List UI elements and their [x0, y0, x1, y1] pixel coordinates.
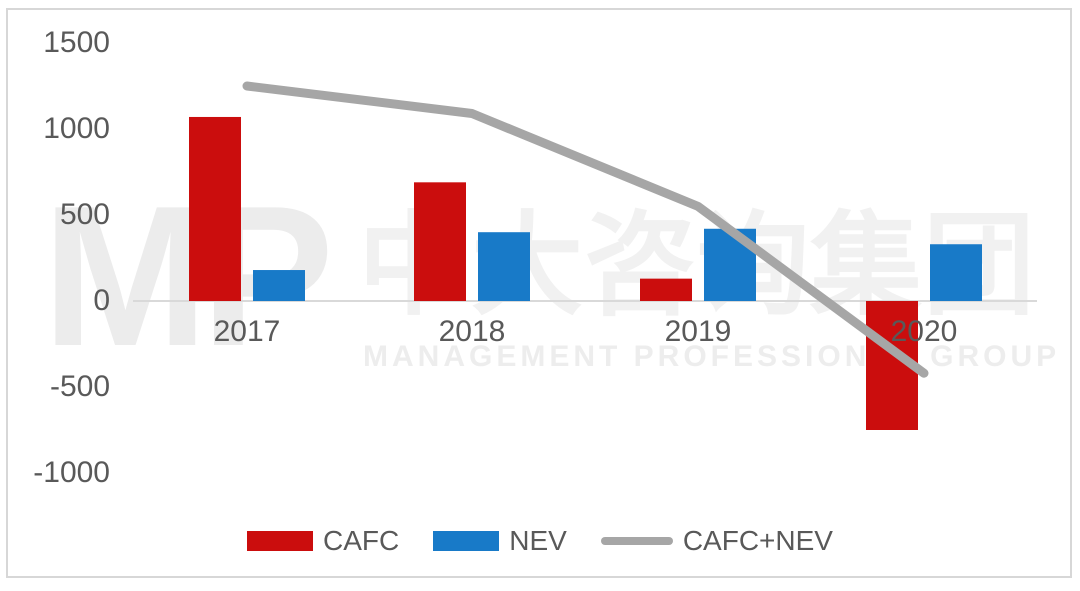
x-axis-label-2017: 2017: [213, 315, 281, 348]
x-axis-label-2018: 2018: [438, 315, 506, 348]
bar-nev-2017: [253, 270, 305, 301]
legend-item-cafc-plus-nev: CAFC+NEV: [600, 525, 833, 557]
legend-label-cafc: CAFC: [323, 525, 400, 556]
legend-item-nev: NEV: [433, 525, 567, 557]
y-tick-label-0: 0: [93, 284, 110, 317]
legend-swatch-cafc-plus-nev: [600, 537, 673, 545]
bar-cafc-2017: [189, 116, 241, 302]
x-axis-label-2020: 2020: [890, 315, 958, 348]
legend-label-nev: NEV: [509, 525, 567, 556]
chart-legend: CAFC NEV CAFC+NEV: [0, 525, 1080, 557]
y-tick-label-1500: 1500: [43, 26, 110, 59]
trend-line-cafc-plus-nev: [242, 81, 929, 378]
legend-swatch-cafc: [247, 531, 314, 551]
legend-label-cafc-plus-nev: CAFC+NEV: [682, 525, 833, 556]
bar-cafc-2019: [640, 278, 692, 301]
legend-item-cafc: CAFC: [247, 525, 399, 557]
bar-nev-2018: [478, 232, 530, 301]
y-tick-label-1000: 1000: [43, 112, 110, 145]
y-tick-label--500: -500: [49, 370, 110, 403]
bar-nev-2020: [930, 244, 982, 301]
bar-cafc-2018: [414, 182, 466, 301]
legend-swatch-nev: [433, 531, 500, 551]
y-tick-label--1000: -1000: [33, 456, 110, 489]
x-axis-label-2019: 2019: [664, 315, 732, 348]
y-tick-label-500: 500: [59, 198, 110, 231]
